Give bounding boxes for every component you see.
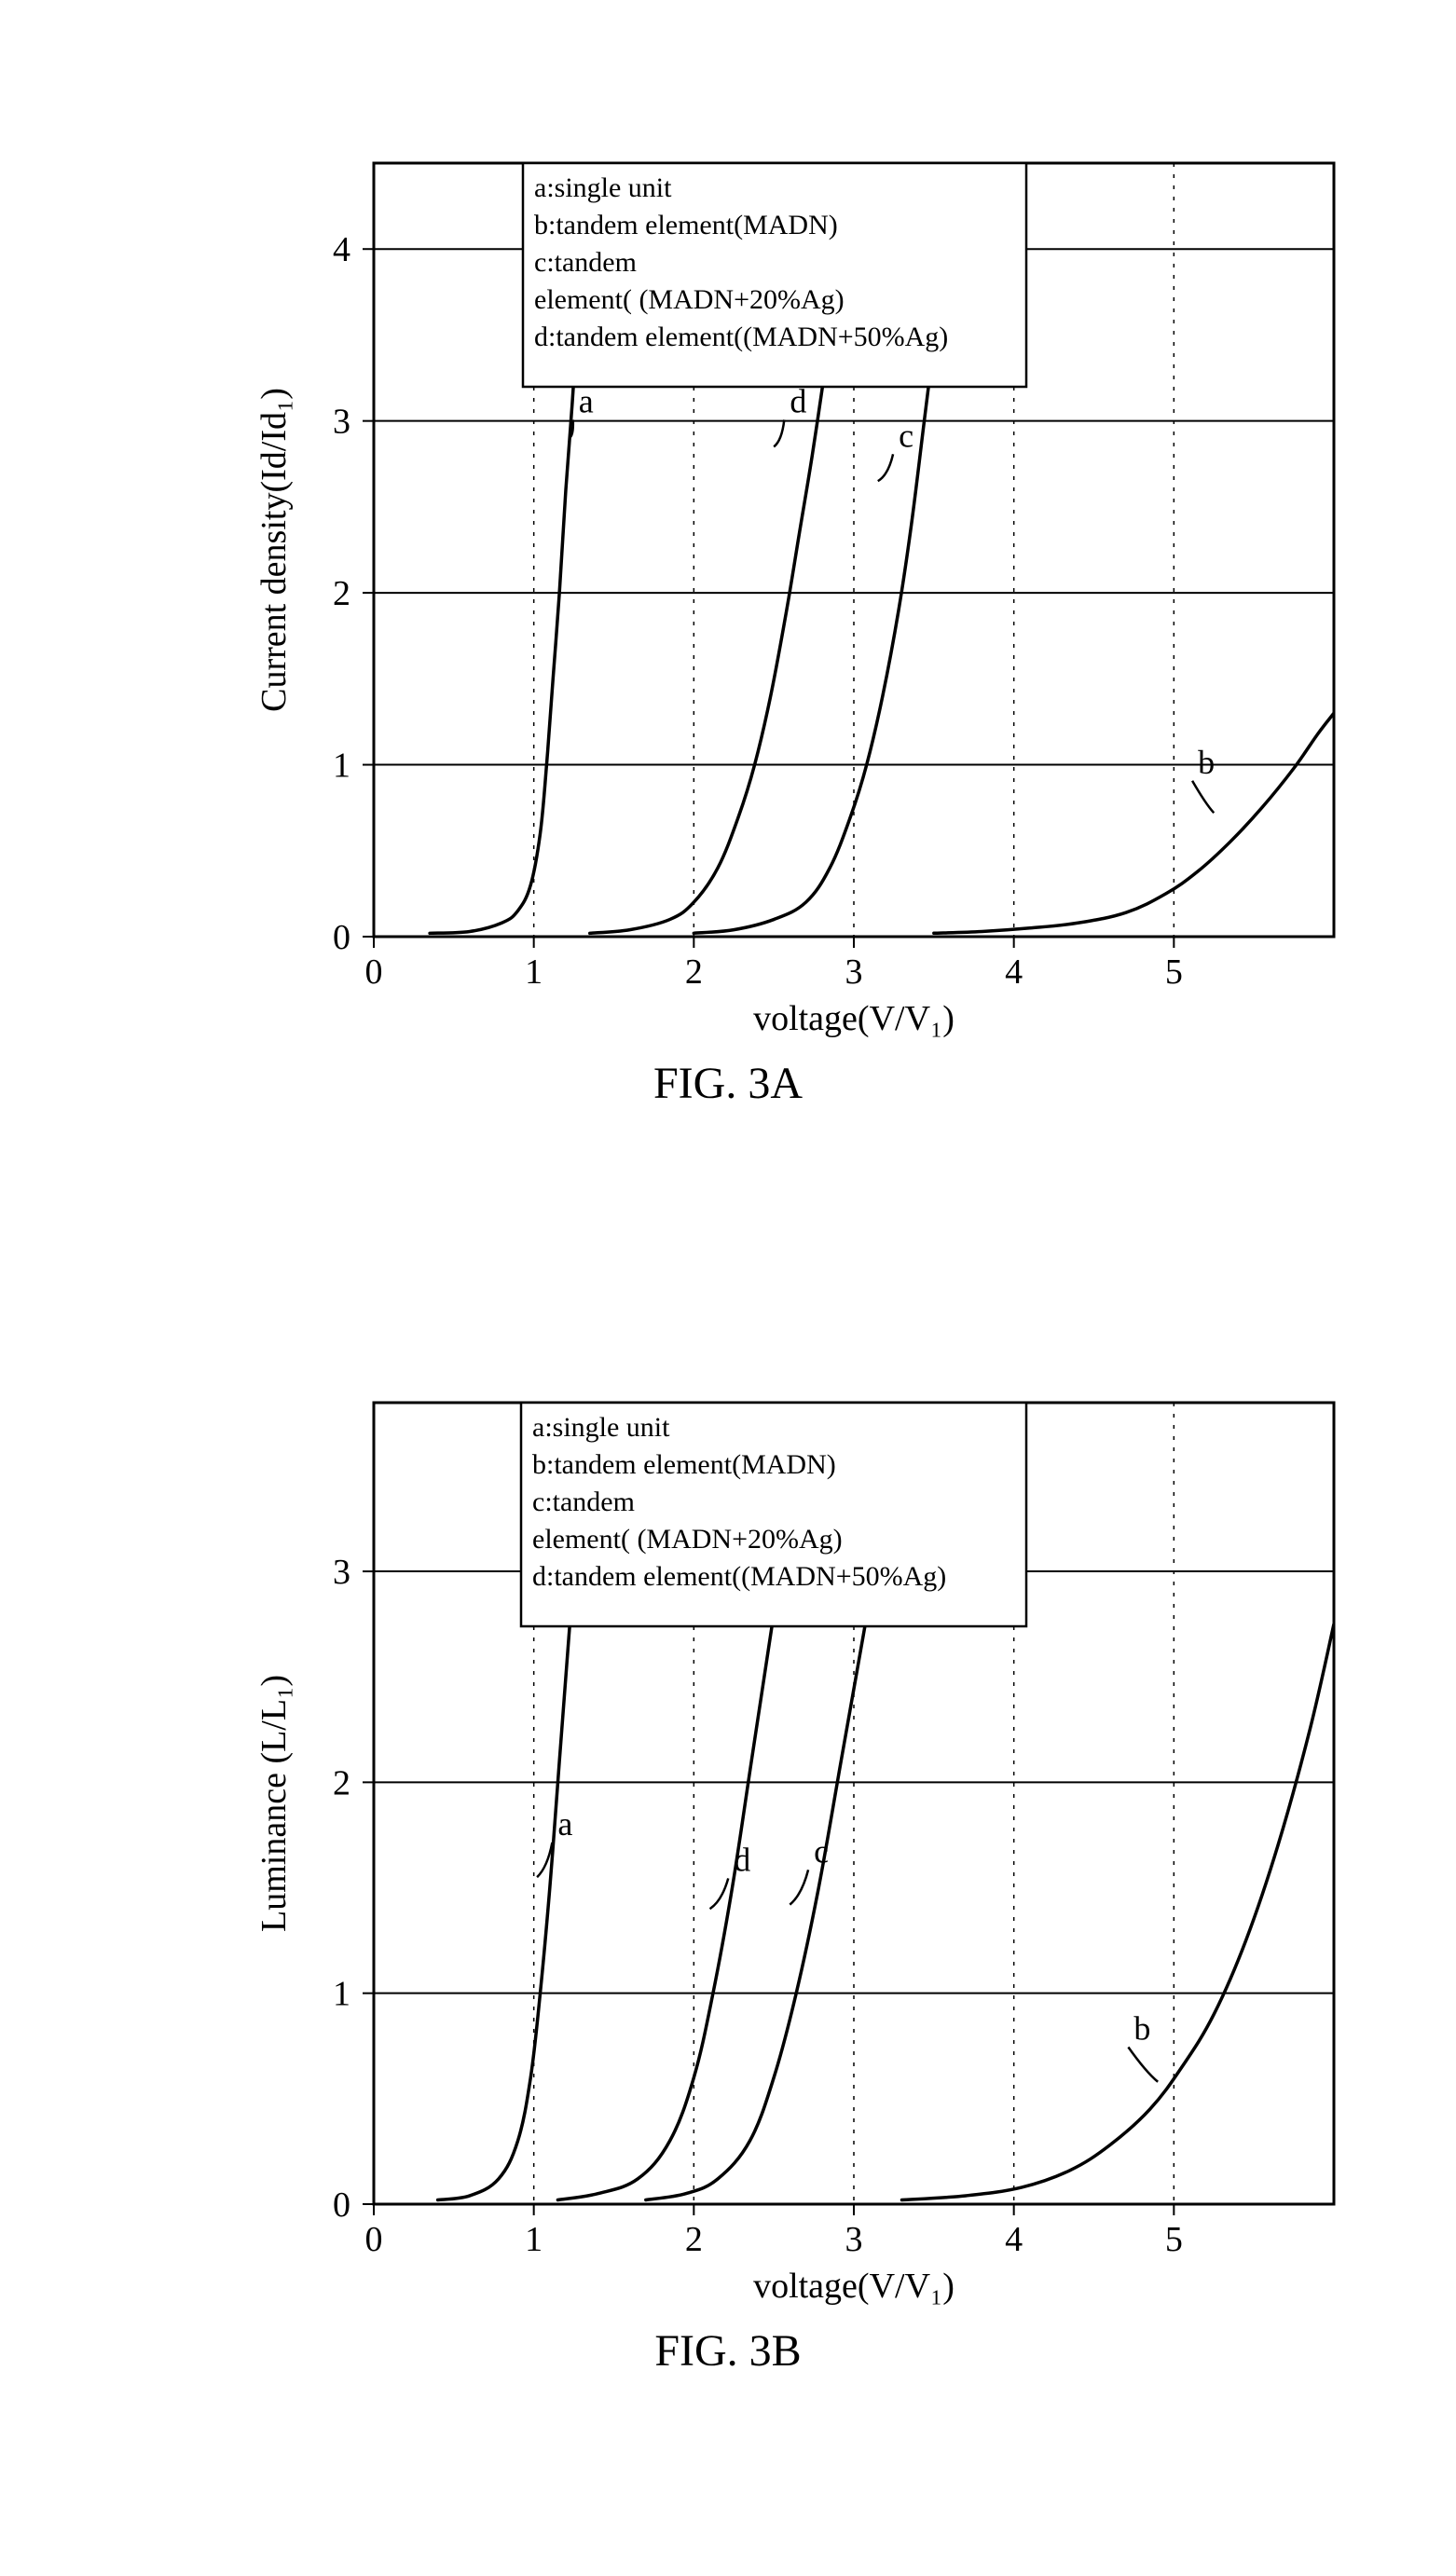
svg-text:b: b — [1198, 744, 1215, 781]
svg-text:0: 0 — [333, 918, 350, 957]
svg-text:voltage(V/V₁): voltage(V/V₁) — [753, 2267, 955, 2306]
figure-3a-caption: FIG. 3A — [66, 1058, 1390, 1109]
svg-text:Current density(Id/Id₁): Current density(Id/Id₁) — [254, 388, 294, 712]
svg-text:5: 5 — [1165, 2220, 1183, 2259]
svg-text:4: 4 — [1005, 952, 1023, 992]
svg-text:1: 1 — [525, 952, 543, 992]
svg-text:c:tandem: c:tandem — [532, 1487, 635, 1517]
figure-3a: 0 1 2 3 4 5 0 1 2 3 4 voltage(V/V₁) Current density(… — [66, 93, 1390, 1109]
svg-text:5: 5 — [1165, 952, 1183, 992]
svg-text:a: a — [557, 1805, 572, 1843]
svg-text:0: 0 — [365, 2220, 383, 2259]
page: 0 1 2 3 4 5 0 1 2 3 4 voltage(V/V₁) Current density(… — [0, 0, 1456, 2576]
svg-text:a:single unit: a:single unit — [534, 172, 672, 203]
svg-text:0: 0 — [365, 952, 383, 992]
svg-text:0: 0 — [333, 2185, 350, 2225]
chart-3b-svg: 0 1 2 3 4 5 0 1 2 3 voltage(V/V₁) Luminance (L/L₁) a… — [66, 1333, 1390, 2321]
svg-text:3: 3 — [845, 952, 863, 992]
svg-text:2: 2 — [333, 1763, 350, 1802]
svg-text:element( (MADN+20%Ag): element( (MADN+20%Ag) — [534, 284, 845, 315]
svg-text:c: c — [899, 417, 913, 454]
svg-text:voltage(V/V₁): voltage(V/V₁) — [753, 999, 955, 1038]
svg-text:a:single unit: a:single unit — [532, 1412, 670, 1443]
svg-text:c: c — [814, 1832, 829, 1870]
svg-text:2: 2 — [685, 952, 703, 992]
svg-text:1: 1 — [333, 1975, 350, 2014]
svg-text:3: 3 — [333, 403, 350, 442]
svg-text:4: 4 — [1005, 2220, 1023, 2259]
svg-text:3: 3 — [845, 2220, 863, 2259]
figure-3b: 0 1 2 3 4 5 0 1 2 3 voltage(V/V₁) Luminance (L/L₁) a… — [66, 1333, 1390, 2377]
svg-text:3: 3 — [333, 1553, 350, 1592]
svg-text:b:tandem element(MADN): b:tandem element(MADN) — [534, 210, 838, 240]
figure-3b-caption: FIG. 3B — [66, 2325, 1390, 2377]
svg-text:d: d — [734, 1841, 750, 1878]
svg-text:d: d — [790, 382, 806, 419]
svg-text:2: 2 — [685, 2220, 703, 2259]
svg-text:b: b — [1133, 2009, 1150, 2047]
chart-3a-svg: 0 1 2 3 4 5 0 1 2 3 4 voltage(V/V₁) Current density(… — [66, 93, 1390, 1053]
svg-text:a: a — [579, 382, 594, 419]
svg-text:b:tandem element(MADN): b:tandem element(MADN) — [532, 1449, 836, 1480]
svg-text:1: 1 — [333, 747, 350, 786]
svg-text:element( (MADN+20%Ag): element( (MADN+20%Ag) — [532, 1524, 843, 1555]
svg-text:d:tandem element((MADN+50%Ag): d:tandem element((MADN+50%Ag) — [532, 1561, 946, 1592]
svg-text:1: 1 — [525, 2220, 543, 2259]
svg-text:2: 2 — [333, 574, 350, 613]
svg-text:Luminance (L/L₁): Luminance (L/L₁) — [254, 1675, 294, 1932]
svg-text:c:tandem: c:tandem — [534, 247, 637, 278]
svg-text:d:tandem element((MADN+50%Ag): d:tandem element((MADN+50%Ag) — [534, 322, 948, 352]
svg-text:4: 4 — [333, 230, 350, 269]
